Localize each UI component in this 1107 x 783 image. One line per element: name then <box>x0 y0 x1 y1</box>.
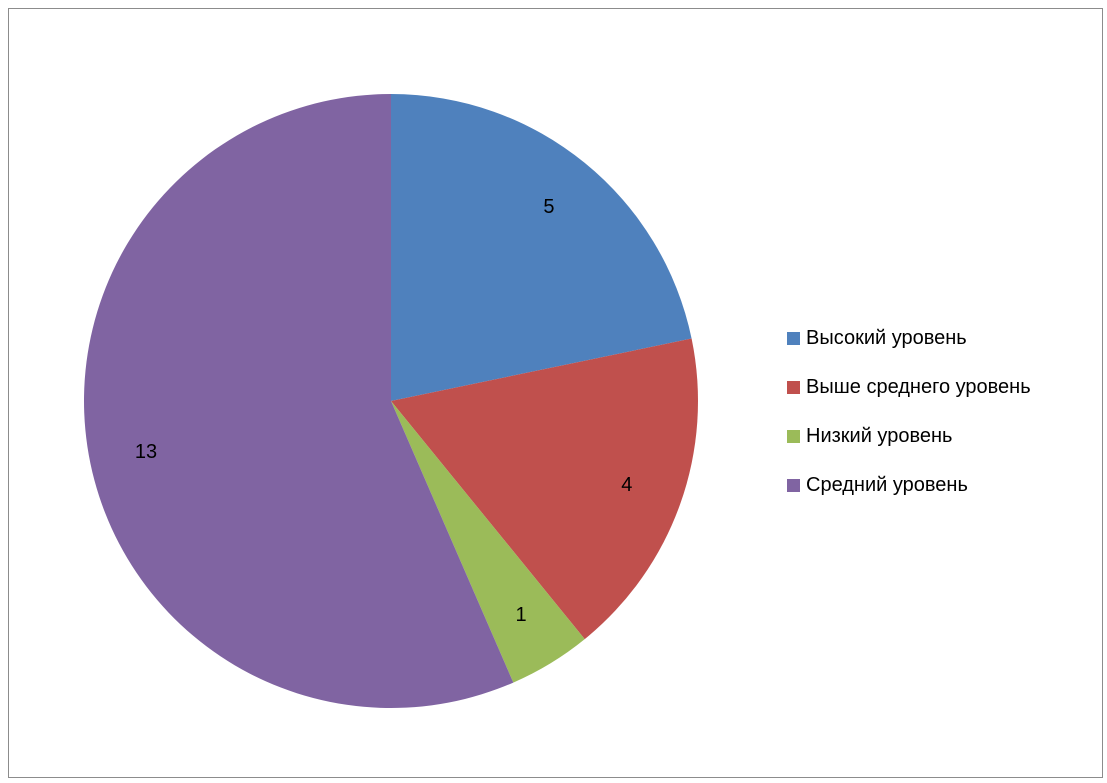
chart-frame: 5 4 1 13 Высокий уровень Выше среднего уров… <box>8 8 1103 778</box>
legend-label: Выше среднего уровень <box>806 376 1031 398</box>
pie-slices <box>83 94 698 709</box>
pie-slice-high <box>391 94 692 401</box>
legend: Высокий уровень Выше среднего уровень Ни… <box>787 314 1031 510</box>
pie-data-labels: 5 4 1 13 <box>135 196 632 626</box>
legend-item-high: Высокий уровень <box>787 314 1031 363</box>
data-label-low: 1 <box>515 604 526 626</box>
legend-label: Высокий уровень <box>806 327 967 349</box>
pie-slice-above-average <box>391 338 698 640</box>
legend-item-above-average: Выше среднего уровень <box>787 363 1031 412</box>
data-label-above-average: 4 <box>621 474 632 496</box>
legend-label: Средний уровень <box>806 474 968 496</box>
data-label-high: 5 <box>543 196 554 218</box>
data-label-average: 13 <box>135 441 157 463</box>
legend-swatch-icon <box>787 332 800 345</box>
legend-swatch-icon <box>787 430 800 443</box>
legend-item-low: Низкий уровень <box>787 412 1031 461</box>
legend-swatch-icon <box>787 381 800 394</box>
pie-chart: 5 4 1 13 <box>83 94 698 709</box>
legend-swatch-icon <box>787 479 800 492</box>
legend-item-average: Средний уровень <box>787 461 1031 510</box>
pie-slice-average <box>83 94 514 709</box>
pie-slice-low <box>391 401 585 683</box>
legend-label: Низкий уровень <box>806 425 953 447</box>
